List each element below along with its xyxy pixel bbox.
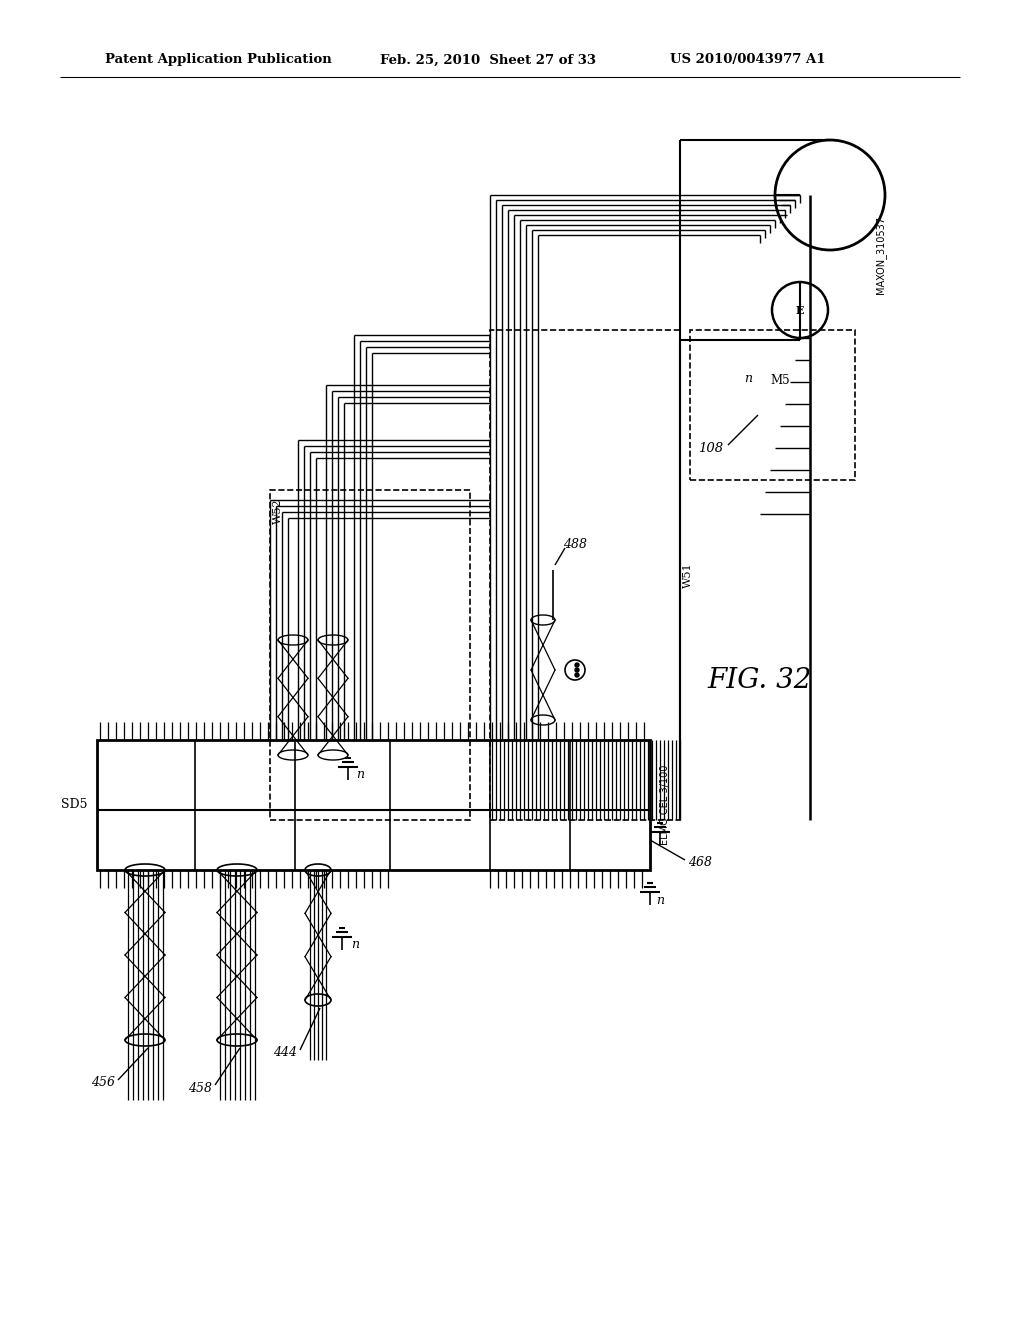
Text: US 2010/0043977 A1: US 2010/0043977 A1 [670, 54, 825, 66]
Text: SD5: SD5 [61, 799, 88, 812]
Text: 468: 468 [688, 855, 712, 869]
Text: W52: W52 [273, 498, 283, 524]
Text: 456: 456 [91, 1077, 115, 1089]
Bar [270, 490, 470, 820]
Text: E: E [796, 305, 804, 315]
Text: 108: 108 [698, 441, 723, 454]
Text: W51: W51 [683, 562, 693, 587]
Bar [490, 330, 680, 820]
Text: 458: 458 [188, 1081, 212, 1094]
Circle shape [575, 668, 579, 672]
Text: Feb. 25, 2010  Sheet 27 of 33: Feb. 25, 2010 Sheet 27 of 33 [380, 54, 596, 66]
Text: M5: M5 [770, 374, 790, 387]
Circle shape [575, 663, 579, 667]
Text: MAXON_310537: MAXON_310537 [874, 216, 886, 294]
Text: 444: 444 [273, 1047, 297, 1060]
Text: FIG. 32: FIG. 32 [708, 667, 812, 693]
Text: n: n [351, 939, 359, 952]
Text: 488: 488 [563, 539, 587, 552]
Text: n: n [656, 894, 664, 907]
Text: n: n [744, 371, 752, 384]
Text: ELMO CEL-3/100: ELMO CEL-3/100 [660, 764, 670, 845]
Bar [690, 330, 855, 480]
Bar [97, 741, 650, 870]
Circle shape [575, 673, 579, 677]
Text: Patent Application Publication: Patent Application Publication [105, 54, 332, 66]
Text: n: n [356, 768, 364, 781]
